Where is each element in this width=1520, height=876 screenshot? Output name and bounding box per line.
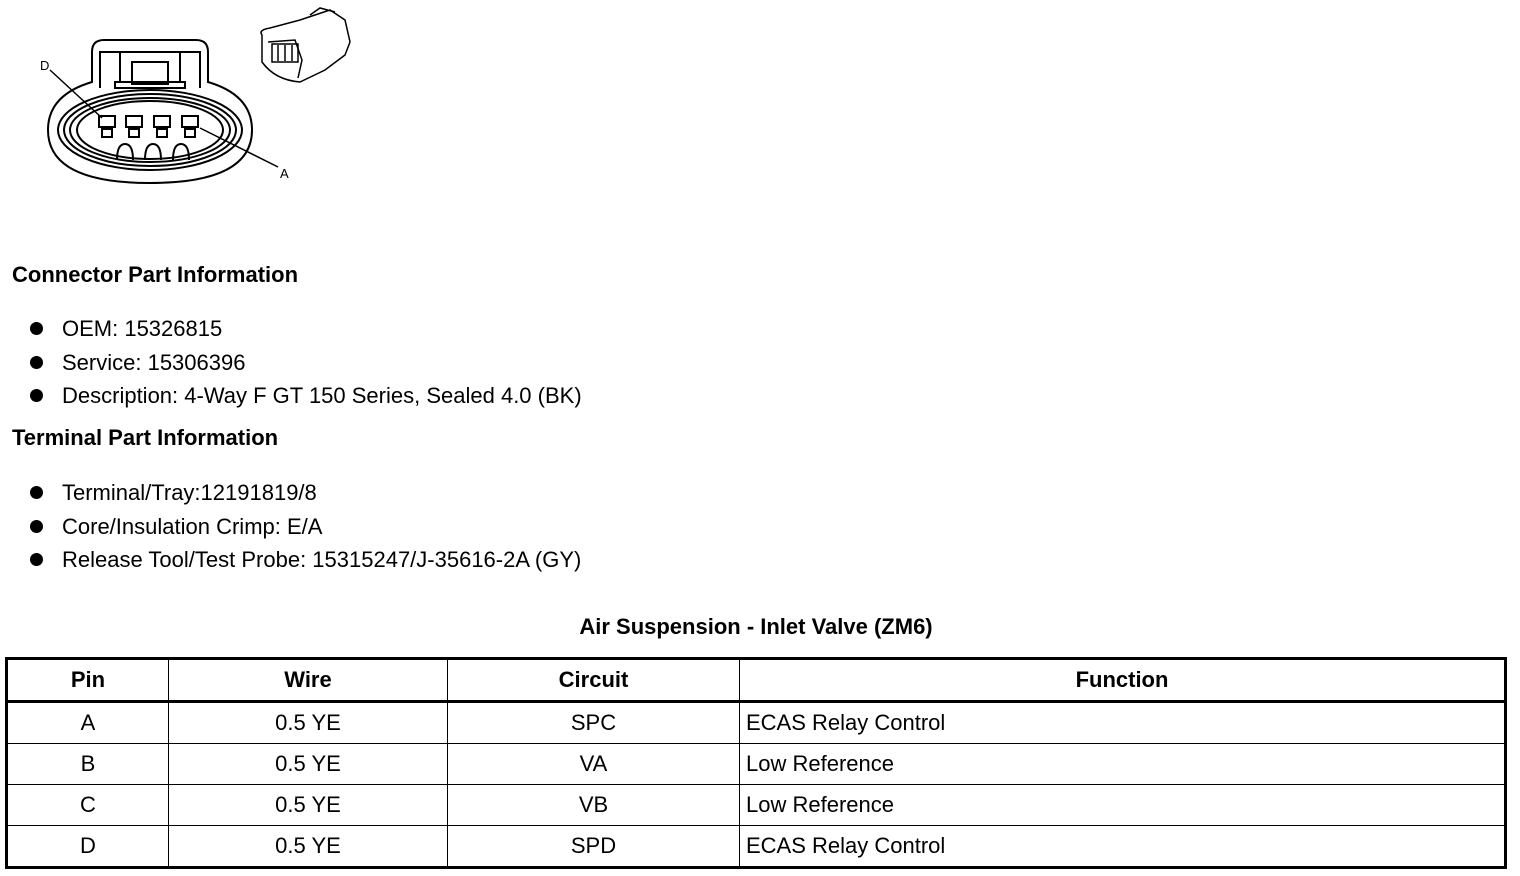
cell-function: Low Reference	[739, 784, 1506, 826]
connector-part-list: OEM: 15326815 Service: 15306396 Descript…	[28, 312, 582, 413]
pin-cavities	[98, 115, 199, 138]
list-item: Terminal/Tray:12191819/8	[28, 476, 581, 510]
table-row: B 0.5 YE VA Low Reference	[6, 743, 1506, 785]
table-row: D 0.5 YE SPD ECAS Relay Control	[6, 825, 1506, 868]
cell-circuit: VA	[447, 743, 740, 785]
cell-pin: C	[6, 784, 169, 826]
bullet-icon	[30, 519, 43, 533]
table-row: A 0.5 YE SPC ECAS Relay Control	[6, 701, 1506, 744]
connector-3d-view	[260, 7, 351, 83]
pin-a-label: A	[280, 166, 289, 181]
bullet-icon	[30, 486, 43, 499]
bullet-icon	[30, 355, 43, 369]
header-pin: Pin	[6, 658, 169, 703]
cell-pin: B	[6, 743, 169, 785]
list-item: Release Tool/Test Probe: 15315247/J-3561…	[28, 543, 581, 577]
bullet-icon	[30, 389, 43, 402]
header-circuit: Circuit	[447, 658, 740, 703]
list-item: OEM: 15326815	[28, 312, 582, 346]
pin-d-label: D	[40, 58, 49, 73]
cell-circuit: SPC	[447, 701, 740, 744]
cell-wire: 0.5 YE	[168, 701, 448, 744]
connector-part-heading: Connector Part Information	[12, 262, 299, 287]
header-wire: Wire	[168, 658, 448, 703]
table-header-row: Pin Wire Circuit Function	[6, 658, 1506, 703]
cell-function: Low Reference	[739, 743, 1506, 785]
header-function: Function	[739, 658, 1506, 703]
list-item: Description: 4-Way F GT 150 Series, Seal…	[28, 379, 582, 413]
cell-circuit: VB	[447, 784, 740, 826]
cell-wire: 0.5 YE	[168, 825, 448, 868]
bullet-icon	[30, 553, 43, 566]
cell-circuit: SPD	[447, 825, 740, 868]
cell-function: ECAS Relay Control	[739, 825, 1506, 868]
cell-pin: A	[6, 701, 169, 744]
cell-function: ECAS Relay Control	[739, 701, 1506, 744]
pinout-table: Pin Wire Circuit Function A 0.5 YE SPC E…	[5, 657, 1507, 869]
cell-wire: 0.5 YE	[168, 784, 448, 826]
list-item: Service: 15306396	[28, 346, 582, 380]
terminal-part-list: Terminal/Tray:12191819/8 Core/Insulation…	[28, 476, 581, 577]
cell-pin: D	[6, 825, 169, 868]
bullet-icon	[30, 322, 43, 335]
table-row: C 0.5 YE VB Low Reference	[6, 784, 1506, 826]
terminal-part-heading: Terminal Part Information	[12, 425, 279, 450]
list-item: Core/Insulation Crimp: E/A	[28, 510, 581, 544]
cell-wire: 0.5 YE	[168, 743, 448, 785]
table-title: Air Suspension - Inlet Valve (ZM6)	[579, 614, 933, 639]
connector-face-diagram: D A	[40, 7, 351, 185]
